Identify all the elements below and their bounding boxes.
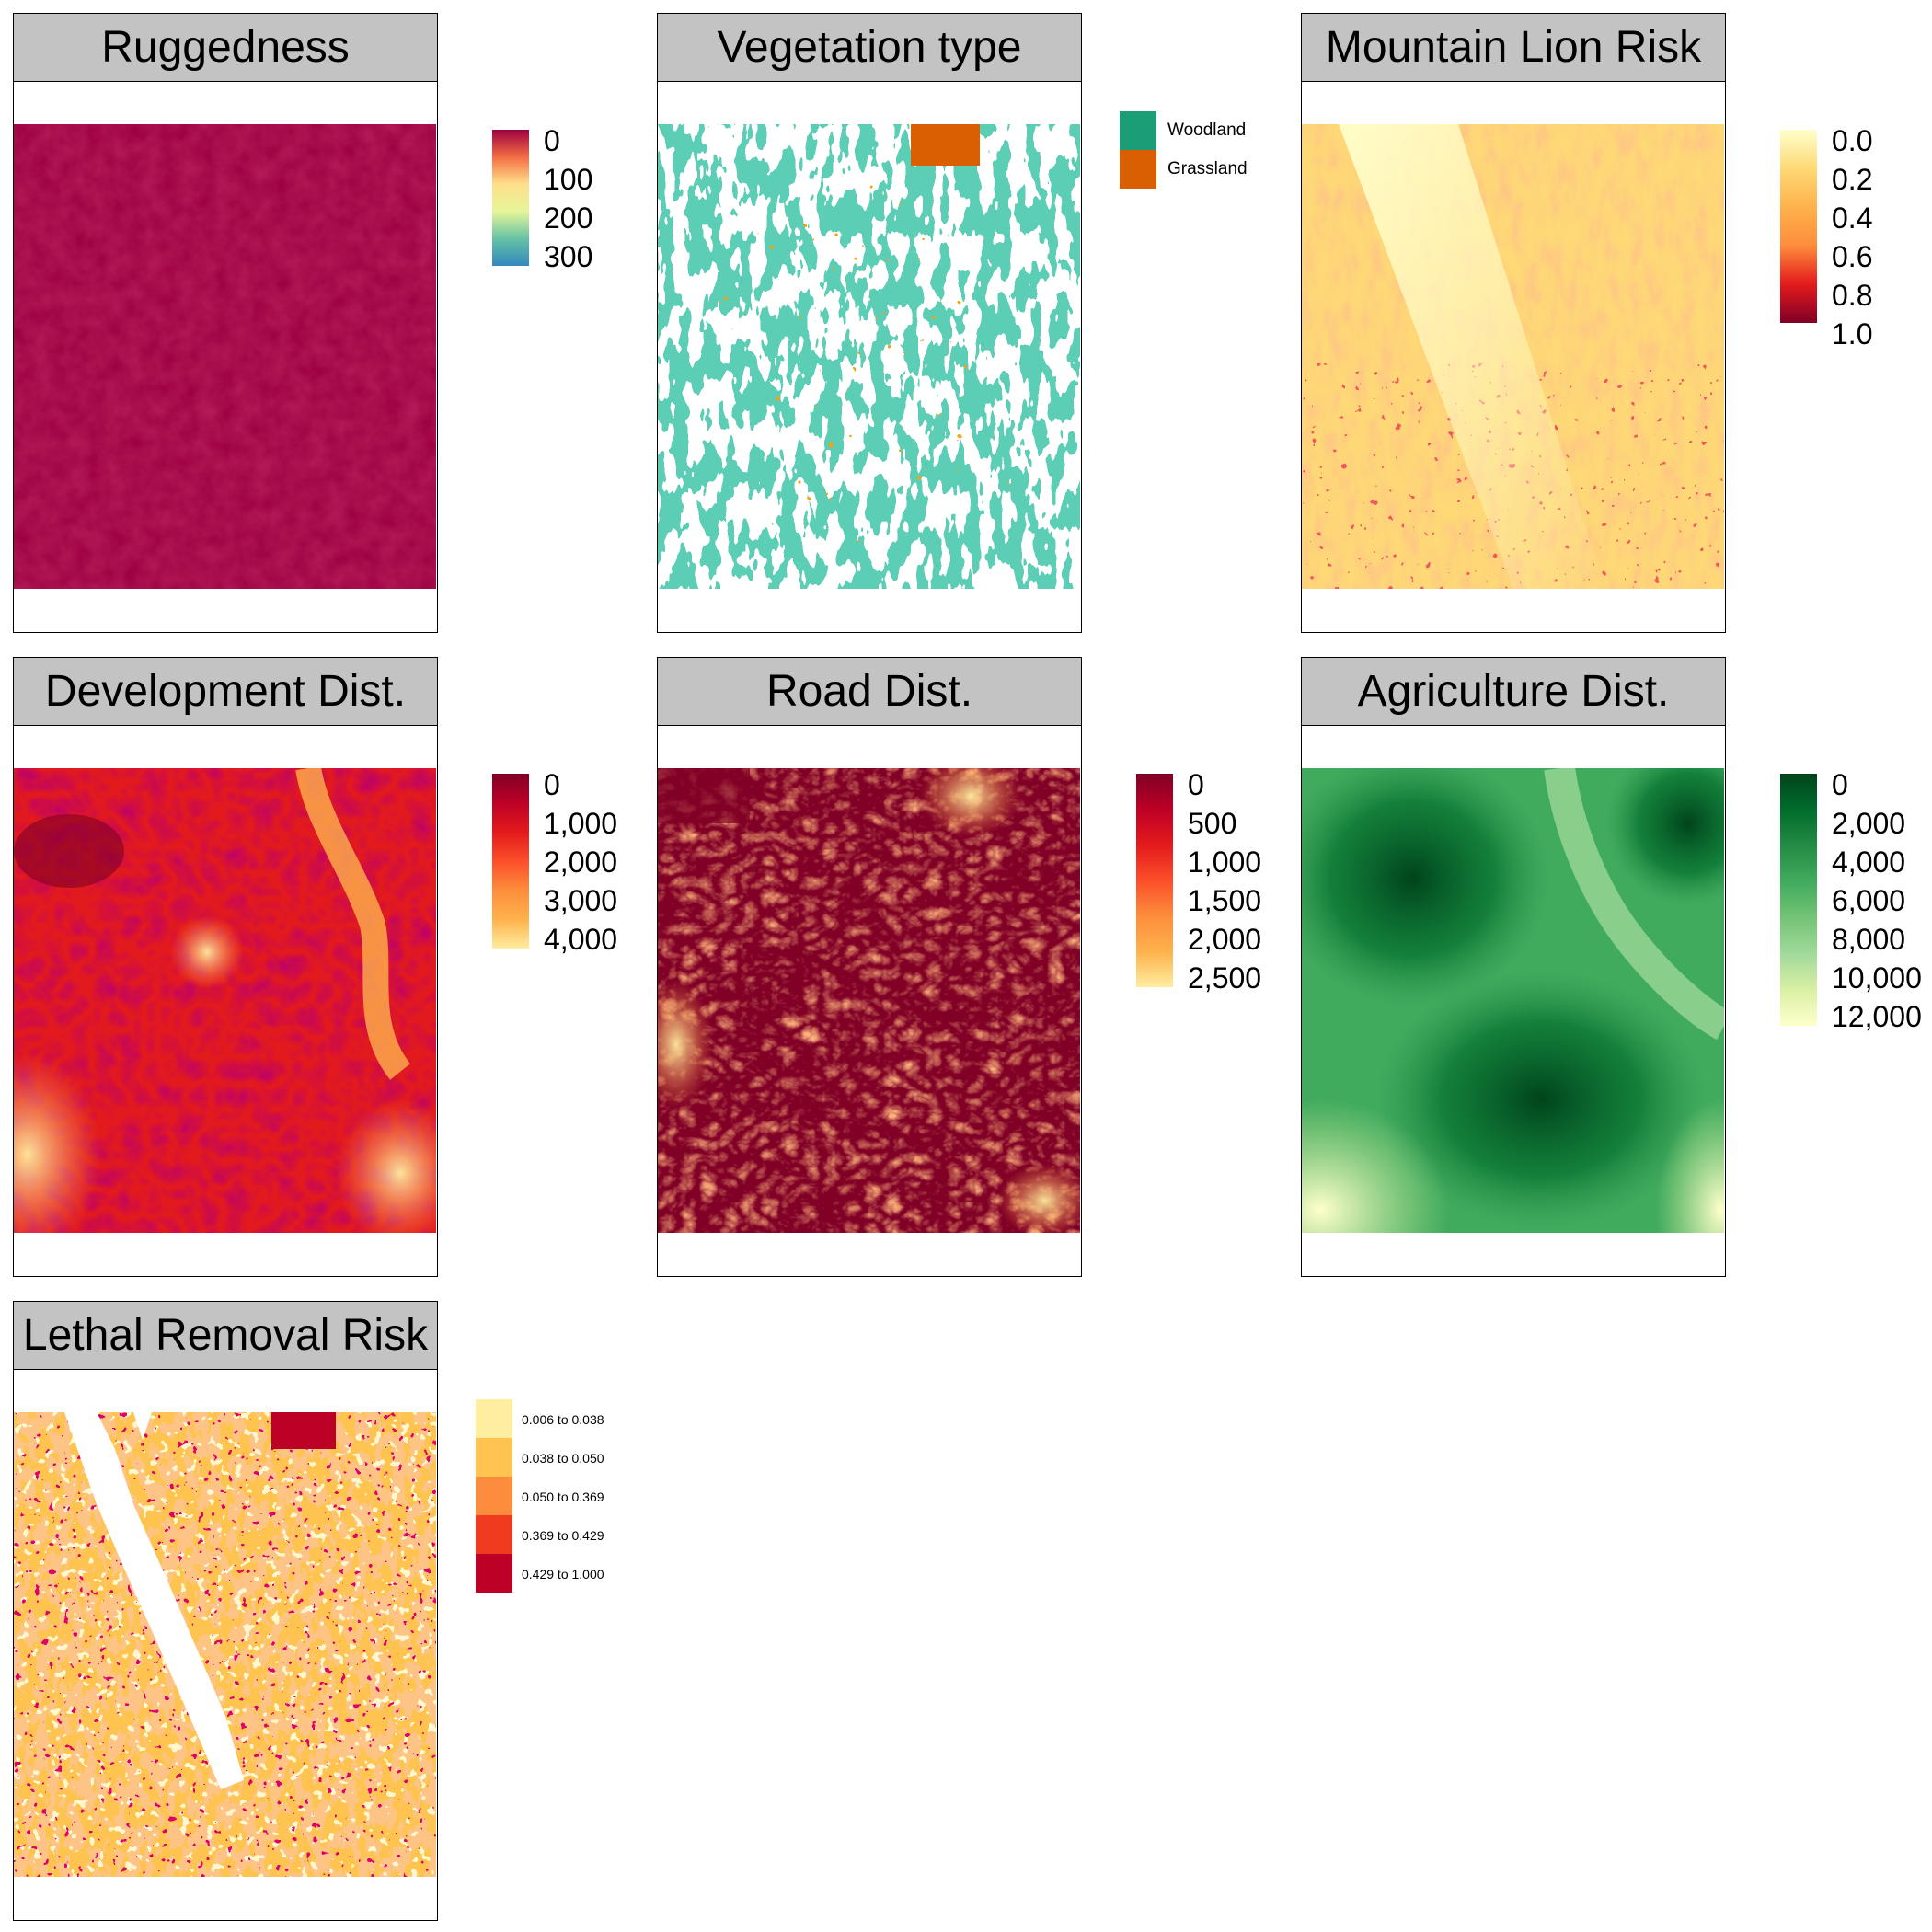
panel-title-strip: Ruggedness <box>14 14 437 82</box>
legend-tick: 3,000 <box>544 884 618 917</box>
ruggedness-colorbar <box>492 130 529 266</box>
legend-tick: 500 <box>1188 807 1237 840</box>
panel-title-strip: Vegetation type <box>658 14 1081 82</box>
panel-title: Development Dist. <box>44 666 407 716</box>
legend-tick: 2,000 <box>1832 807 1906 840</box>
legend-label: 0.429 to 1.000 <box>522 1567 604 1581</box>
agriculture-distance-raster-map <box>1302 768 1724 1233</box>
legend-tick: 200 <box>544 201 593 235</box>
panel-title: Lethal Removal Risk <box>22 1310 429 1360</box>
legend-tick: 4,000 <box>544 923 618 956</box>
legend-tick: 1.0 <box>1832 317 1873 351</box>
panel-lethal-removal-risk: Lethal Removal Risk <box>13 1301 604 1921</box>
legend-tick: 0.2 <box>1832 163 1873 196</box>
legend-tick: 0 <box>544 124 560 157</box>
legend-tick: 2,000 <box>544 845 618 879</box>
mountain-lion-risk-raster-map <box>1302 124 1724 589</box>
legend-tick: 0.4 <box>1832 201 1873 235</box>
panel-ruggedness: Ruggedness 0 100 200 300 <box>13 13 592 633</box>
legend-swatch <box>476 1554 512 1593</box>
mountain-lion-risk-colorbar <box>1780 130 1817 323</box>
panel-title: Vegetation type <box>717 22 1022 72</box>
legend-tick: 8,000 <box>1832 923 1906 956</box>
lethal-removal-risk-raster-map <box>14 1412 436 1877</box>
legend-label: Grassland <box>1167 159 1248 178</box>
legend-tick: 2,500 <box>1188 961 1262 995</box>
legend-swatch <box>476 1477 512 1515</box>
panel-title: Ruggedness <box>101 22 350 72</box>
legend-tick: 2,000 <box>1188 923 1262 956</box>
legend-tick: 0.8 <box>1832 279 1873 312</box>
legend-tick: 4,000 <box>1832 845 1906 879</box>
legend-tick: 100 <box>544 163 593 196</box>
panel-title: Road Dist. <box>765 666 973 716</box>
panel-title-strip: Road Dist. <box>658 658 1081 726</box>
panel-road-distance: Road Dist. 0 500 1,000 1,500 2,000 2,500 <box>657 657 1261 1277</box>
panel-title: Mountain Lion Risk <box>1325 22 1702 72</box>
legend-tick: 0 <box>1188 768 1204 801</box>
legend-tick: 1,000 <box>544 807 618 840</box>
panel-mountain-lion-risk: Mountain Lion Risk 0.0 <box>1301 13 1872 633</box>
legend-swatch <box>476 1399 512 1438</box>
panel-title-strip: Lethal Removal Risk <box>14 1302 437 1370</box>
vegetation-raster-map <box>658 124 1080 589</box>
legend-label: 0.369 to 0.429 <box>522 1528 604 1543</box>
panel-title-strip: Agriculture Dist. <box>1302 658 1725 726</box>
legend-tick: 12,000 <box>1832 1000 1922 1033</box>
legend-swatch <box>476 1515 512 1554</box>
ruggedness-raster-map <box>14 124 436 589</box>
development-distance-raster-map <box>14 768 436 1233</box>
legend-tick: 0.6 <box>1832 240 1873 273</box>
panel-title-strip: Development Dist. <box>14 658 437 726</box>
panel-title: Agriculture Dist. <box>1357 666 1670 716</box>
legend-label: 0.006 to 0.038 <box>522 1412 604 1427</box>
legend-tick: 0.0 <box>1832 124 1873 157</box>
panel-development-distance: Development Dist. 0 1,000 2,000 3,000 4,… <box>13 657 617 1277</box>
legend-swatch-grassland <box>1120 150 1156 189</box>
legend-swatch <box>476 1438 512 1477</box>
legend-tick: 6,000 <box>1832 884 1906 917</box>
legend-tick: 10,000 <box>1832 961 1922 995</box>
agriculture-distance-colorbar <box>1780 774 1817 1026</box>
panel-agriculture-distance: Agriculture Dist. 0 2,000 4,000 6,000 8,… <box>1301 657 1922 1277</box>
legend-label: Woodland <box>1167 121 1247 140</box>
legend-tick: 0 <box>544 768 560 801</box>
legend-label: 0.050 to 0.369 <box>522 1489 604 1504</box>
panel-vegetation-type: Vegetation type Woodland Grassland <box>657 13 1248 633</box>
legend-tick: 300 <box>544 240 593 273</box>
legend-label: 0.038 to 0.050 <box>522 1451 604 1466</box>
development-distance-colorbar <box>492 774 529 949</box>
legend-tick: 1,500 <box>1188 884 1262 917</box>
road-distance-raster-map <box>658 768 1080 1233</box>
road-distance-colorbar <box>1136 774 1173 987</box>
panel-title-strip: Mountain Lion Risk <box>1302 14 1725 82</box>
legend-swatch-woodland <box>1120 111 1156 150</box>
legend-tick: 1,000 <box>1188 845 1262 879</box>
legend-tick: 0 <box>1832 768 1848 801</box>
